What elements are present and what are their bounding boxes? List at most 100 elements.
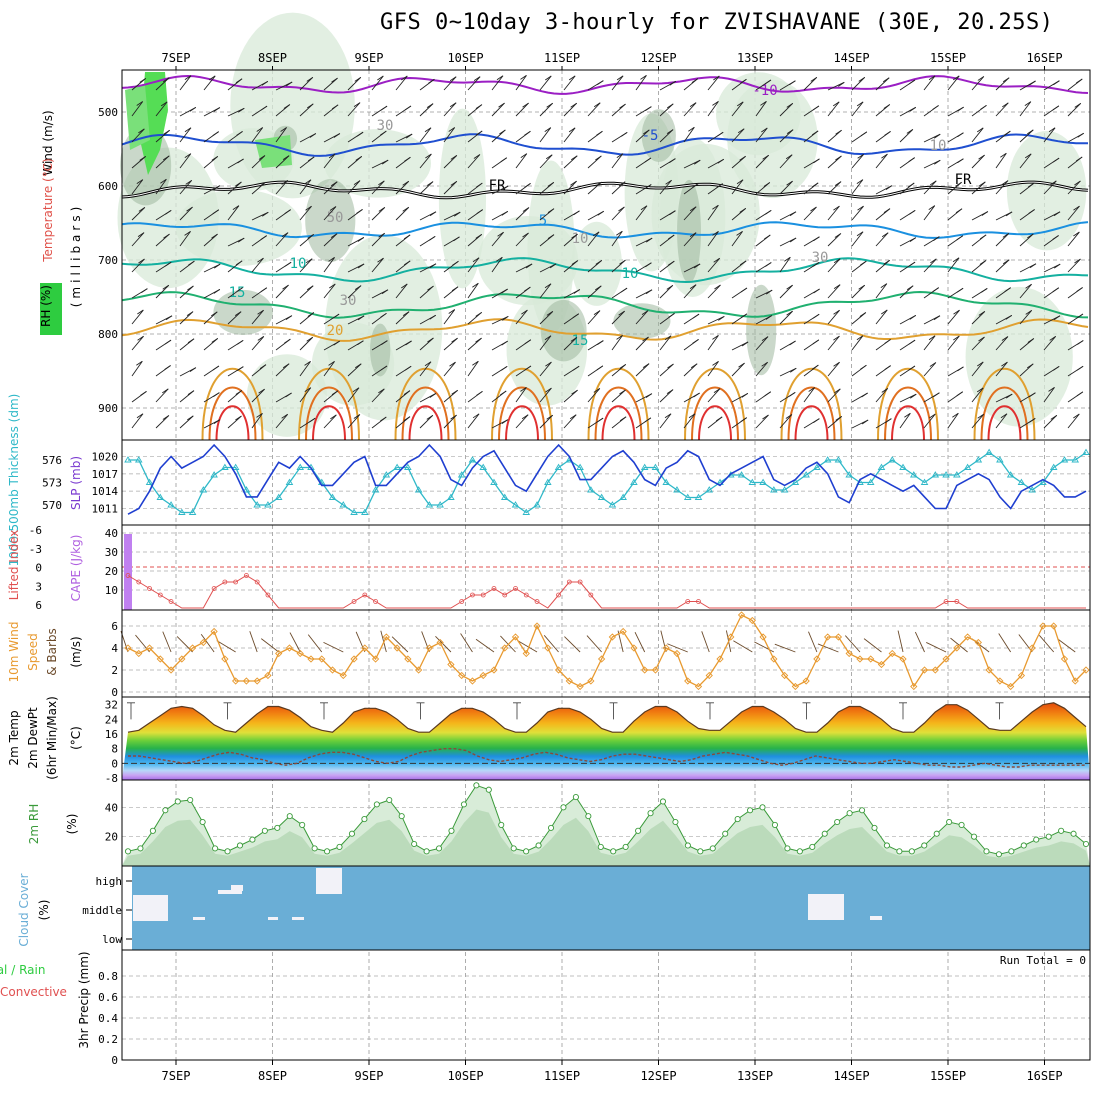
wind-barb-flag bbox=[667, 103, 674, 109]
wind-barb bbox=[611, 181, 626, 195]
thickness-point bbox=[511, 501, 520, 508]
wind-barb bbox=[899, 413, 911, 429]
rh-point bbox=[1082, 840, 1090, 848]
wind10-point bbox=[630, 644, 638, 652]
thickness-point bbox=[888, 456, 897, 463]
wind-barb-flag bbox=[352, 387, 360, 393]
isotherm-loop bbox=[973, 367, 1036, 441]
wind-barb-flag bbox=[281, 413, 288, 419]
wind-barb bbox=[155, 415, 170, 429]
wind-barb-flag bbox=[981, 211, 989, 216]
wind-barb bbox=[131, 258, 145, 273]
wind-barb-flag bbox=[545, 154, 553, 160]
wind-barb-flag bbox=[761, 127, 768, 133]
wind-barb-flag bbox=[932, 105, 939, 110]
label-rh2m: 2m RH bbox=[27, 804, 41, 845]
contour-label: 10 bbox=[290, 256, 307, 272]
wind-barb-flag bbox=[160, 178, 167, 184]
wind-barb-flag bbox=[980, 104, 987, 110]
wind-barb-flag bbox=[813, 158, 820, 164]
thickness-point bbox=[737, 471, 746, 478]
date-label-bottom: 12SEP bbox=[640, 1069, 676, 1083]
wind-barb bbox=[1067, 180, 1081, 195]
isotherm bbox=[121, 290, 1089, 319]
thickness-point bbox=[694, 493, 703, 500]
wind-barb-flag bbox=[616, 153, 624, 158]
contour-label: 30 bbox=[340, 293, 357, 309]
wind-barb-flag bbox=[833, 335, 840, 341]
thickness-point bbox=[705, 486, 714, 493]
wind-barb-flag bbox=[933, 133, 941, 139]
thickness-point bbox=[576, 463, 584, 470]
thickness-point bbox=[124, 456, 132, 463]
wind10-point bbox=[124, 644, 132, 652]
cloud-patch bbox=[808, 894, 844, 920]
wind-barb-flag bbox=[452, 260, 459, 266]
wind-barb-flag bbox=[136, 413, 144, 419]
wind10-point bbox=[328, 666, 337, 674]
temp-tick: 24 bbox=[105, 713, 119, 726]
contour-label: 5 bbox=[539, 213, 547, 229]
wind-barb-flag bbox=[476, 390, 483, 396]
wind-barb-flag bbox=[861, 392, 868, 398]
wind-barb bbox=[443, 309, 456, 325]
wind-barb-flag bbox=[426, 103, 434, 108]
wind-barb-flag bbox=[522, 232, 529, 238]
li-point bbox=[222, 579, 228, 585]
thickness-point bbox=[1060, 456, 1069, 463]
rh-point bbox=[610, 848, 617, 855]
wind-barb-flag bbox=[667, 234, 675, 240]
wind-barb-flag bbox=[644, 157, 652, 163]
wind-barb bbox=[539, 387, 552, 403]
wind-barb-flag bbox=[449, 76, 457, 82]
wind-barb-flag bbox=[450, 414, 457, 420]
wind-barb-flag bbox=[403, 260, 411, 266]
wind-barb-flag bbox=[928, 75, 936, 81]
wind-barb-flag bbox=[570, 337, 578, 342]
wind-barb-flag bbox=[712, 230, 719, 236]
wind-barb-flag bbox=[544, 335, 552, 341]
wind-barb bbox=[947, 309, 960, 325]
wind-barb-flag bbox=[184, 231, 191, 236]
wind-barb bbox=[275, 363, 290, 377]
wind-barb-flag bbox=[978, 154, 985, 160]
wind-barb-flag bbox=[955, 208, 963, 214]
wind-barb bbox=[515, 387, 527, 403]
wind-barb-flag bbox=[572, 313, 580, 319]
thickness-point bbox=[866, 478, 875, 485]
label-precip-a: tal / Rain bbox=[0, 963, 45, 977]
wind-barb-flag bbox=[571, 233, 578, 239]
wind10-point bbox=[178, 655, 186, 663]
wind-barb-flag bbox=[881, 388, 889, 393]
wind-barb-flag bbox=[881, 153, 888, 159]
wind-barb bbox=[515, 153, 528, 169]
pressure-tick: 500 bbox=[98, 106, 118, 119]
wind-barb-flag bbox=[979, 234, 987, 240]
wind-barb-flag bbox=[904, 412, 911, 418]
wind10-point bbox=[371, 655, 380, 663]
wind-barb bbox=[659, 285, 674, 299]
wind-barb-flag bbox=[739, 155, 746, 161]
thickness-point bbox=[770, 486, 778, 493]
thickness-point bbox=[339, 501, 348, 508]
wind-barb-flag bbox=[307, 103, 314, 109]
wind10-point bbox=[135, 649, 143, 658]
wind-barb bbox=[419, 415, 434, 429]
wind-barb-flag bbox=[908, 365, 916, 371]
wind-barb-flag bbox=[811, 130, 819, 136]
axes: 5006007008009001020101710141011576573570… bbox=[29, 66, 1045, 1067]
date-label-top: 13SEP bbox=[737, 51, 773, 65]
wind-barb bbox=[755, 361, 768, 377]
wind-barb-flag bbox=[355, 155, 362, 161]
wind-barb bbox=[971, 154, 985, 169]
wind-barb-flag bbox=[499, 390, 507, 396]
wind-barb-flag bbox=[357, 237, 365, 242]
wind-barb-flag bbox=[1052, 235, 1059, 240]
wind-barb-flag bbox=[1000, 413, 1008, 419]
rh-shade bbox=[438, 108, 487, 289]
wind-barb-flag bbox=[930, 180, 937, 186]
wind-barb-flag bbox=[810, 76, 818, 82]
wind10-point bbox=[350, 655, 358, 663]
wind10-point bbox=[845, 649, 853, 658]
